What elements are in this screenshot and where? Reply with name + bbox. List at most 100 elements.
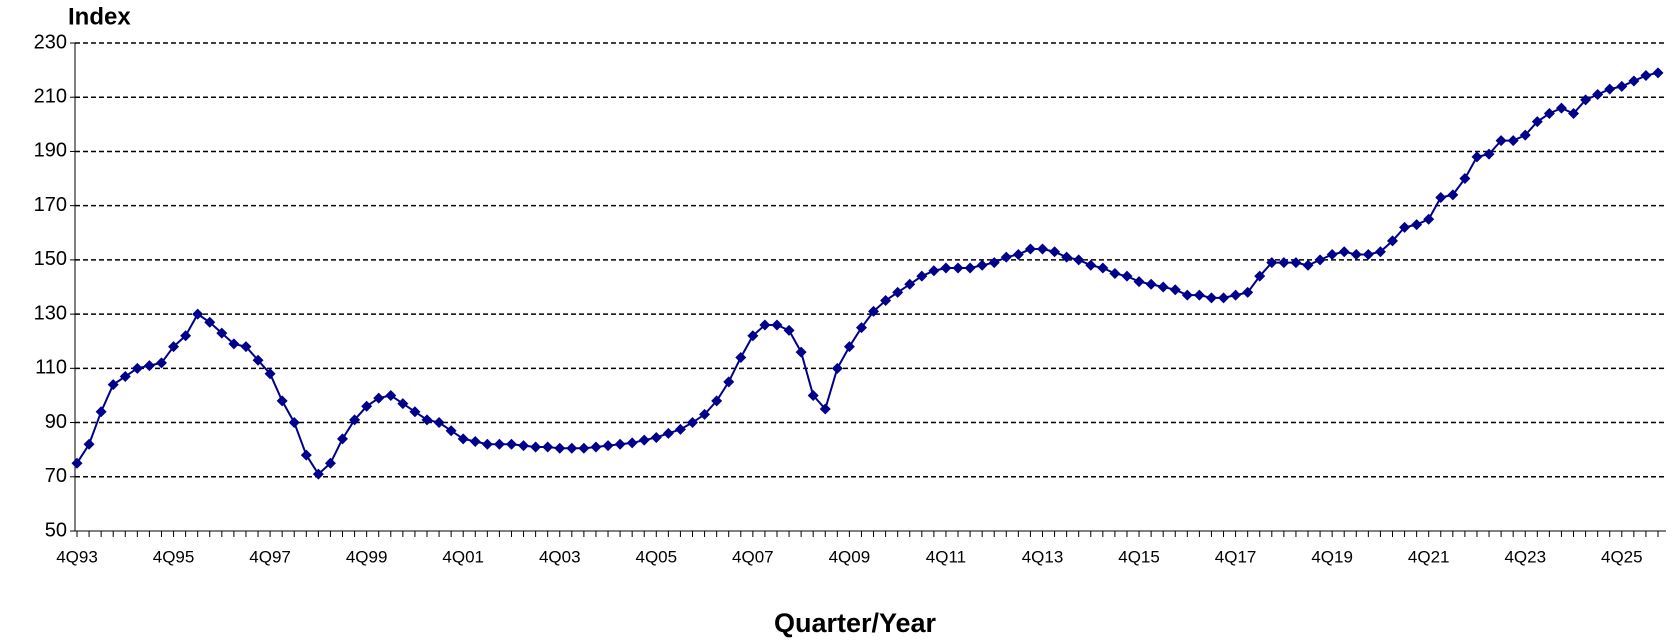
data-point bbox=[880, 295, 892, 307]
data-point bbox=[1036, 243, 1048, 255]
data-point bbox=[1266, 257, 1278, 269]
data-point bbox=[143, 360, 155, 372]
data-point bbox=[1169, 284, 1181, 296]
data-point bbox=[1507, 135, 1519, 147]
x-tick-label: 4Q99 bbox=[346, 547, 388, 566]
data-point bbox=[276, 395, 288, 407]
y-tick-label: 110 bbox=[35, 357, 67, 379]
data-point bbox=[1314, 254, 1326, 266]
y-tick-label: 90 bbox=[45, 411, 67, 433]
y-tick-label: 150 bbox=[34, 248, 67, 270]
data-point bbox=[469, 436, 481, 448]
data-point bbox=[192, 308, 204, 320]
data-point bbox=[228, 338, 240, 350]
data-point bbox=[1024, 243, 1036, 255]
data-point bbox=[252, 354, 264, 366]
data-point bbox=[1495, 135, 1507, 147]
x-tick-label: 4Q05 bbox=[636, 547, 678, 566]
x-tick-label: 4Q07 bbox=[732, 547, 774, 566]
data-point bbox=[1592, 89, 1604, 101]
data-point bbox=[819, 403, 831, 415]
data-point bbox=[240, 341, 252, 353]
data-point bbox=[349, 414, 361, 426]
data-point bbox=[843, 341, 855, 353]
data-point bbox=[976, 259, 988, 271]
data-point bbox=[1543, 107, 1555, 119]
x-axis-title: Quarter/Year bbox=[774, 608, 937, 638]
data-point bbox=[1073, 254, 1085, 266]
data-point bbox=[554, 442, 566, 454]
data-point bbox=[1568, 107, 1580, 119]
y-tick-label: 230 bbox=[34, 31, 67, 53]
data-point bbox=[1399, 221, 1411, 233]
data-point bbox=[1133, 276, 1145, 288]
data-point bbox=[505, 438, 517, 450]
y-tick-label: 190 bbox=[34, 140, 67, 162]
y-tick-label: 50 bbox=[45, 519, 67, 541]
data-point bbox=[904, 278, 916, 290]
data-point bbox=[626, 437, 638, 449]
data-point bbox=[783, 324, 795, 336]
data-point bbox=[1157, 281, 1169, 293]
data-point bbox=[1580, 94, 1592, 106]
data-point bbox=[650, 431, 662, 443]
data-point bbox=[590, 441, 602, 453]
data-point bbox=[95, 406, 107, 418]
data-point bbox=[83, 438, 95, 450]
data-point bbox=[421, 414, 433, 426]
x-tick-label: 4Q03 bbox=[539, 547, 581, 566]
data-point bbox=[662, 427, 674, 439]
data-point bbox=[155, 357, 167, 369]
x-tick-label: 4Q25 bbox=[1601, 547, 1643, 566]
x-tick-label: 4Q93 bbox=[56, 547, 98, 566]
data-point bbox=[1193, 289, 1205, 301]
data-point bbox=[1049, 246, 1061, 258]
y-tick-label: 170 bbox=[34, 194, 67, 216]
data-point bbox=[1145, 278, 1157, 290]
data-point bbox=[988, 257, 1000, 269]
data-point bbox=[699, 408, 711, 420]
y-axis-title: Index bbox=[68, 3, 131, 30]
data-point bbox=[1616, 80, 1628, 92]
data-point bbox=[1435, 192, 1447, 204]
data-point bbox=[747, 330, 759, 342]
data-point bbox=[831, 362, 843, 374]
data-point bbox=[216, 327, 228, 339]
data-point bbox=[433, 417, 445, 429]
data-point bbox=[1459, 173, 1471, 185]
x-tick-label: 4Q95 bbox=[153, 547, 195, 566]
data-point bbox=[892, 286, 904, 298]
data-point bbox=[964, 262, 976, 274]
x-tick-label: 4Q11 bbox=[926, 547, 966, 566]
x-tick-label: 4Q97 bbox=[249, 547, 291, 566]
data-line bbox=[76, 71, 1659, 476]
data-point bbox=[1423, 213, 1435, 225]
y-tick-label: 210 bbox=[34, 86, 67, 108]
x-tick-label: 4Q09 bbox=[829, 547, 871, 566]
data-point bbox=[1555, 102, 1567, 114]
data-point bbox=[1531, 116, 1543, 128]
data-point bbox=[1604, 83, 1616, 95]
data-point bbox=[324, 457, 336, 469]
data-point bbox=[373, 392, 385, 404]
data-point bbox=[119, 370, 131, 382]
data-point bbox=[481, 438, 493, 450]
data-point bbox=[1278, 257, 1290, 269]
data-point bbox=[457, 433, 469, 445]
data-point bbox=[1230, 289, 1242, 301]
data-point bbox=[735, 351, 747, 363]
x-tick-label: 4Q01 bbox=[442, 547, 484, 566]
data-point bbox=[1302, 259, 1314, 271]
data-point bbox=[107, 379, 119, 391]
data-point bbox=[1483, 148, 1495, 160]
data-point bbox=[1121, 270, 1133, 282]
data-point bbox=[1012, 248, 1024, 260]
data-point bbox=[1000, 251, 1012, 263]
data-point bbox=[602, 440, 614, 452]
data-point bbox=[1411, 219, 1423, 231]
data-point bbox=[952, 262, 964, 274]
data-point bbox=[361, 400, 373, 412]
x-tick-label: 4Q21 bbox=[1408, 547, 1450, 566]
data-point bbox=[1447, 189, 1459, 201]
data-point bbox=[1242, 286, 1254, 298]
